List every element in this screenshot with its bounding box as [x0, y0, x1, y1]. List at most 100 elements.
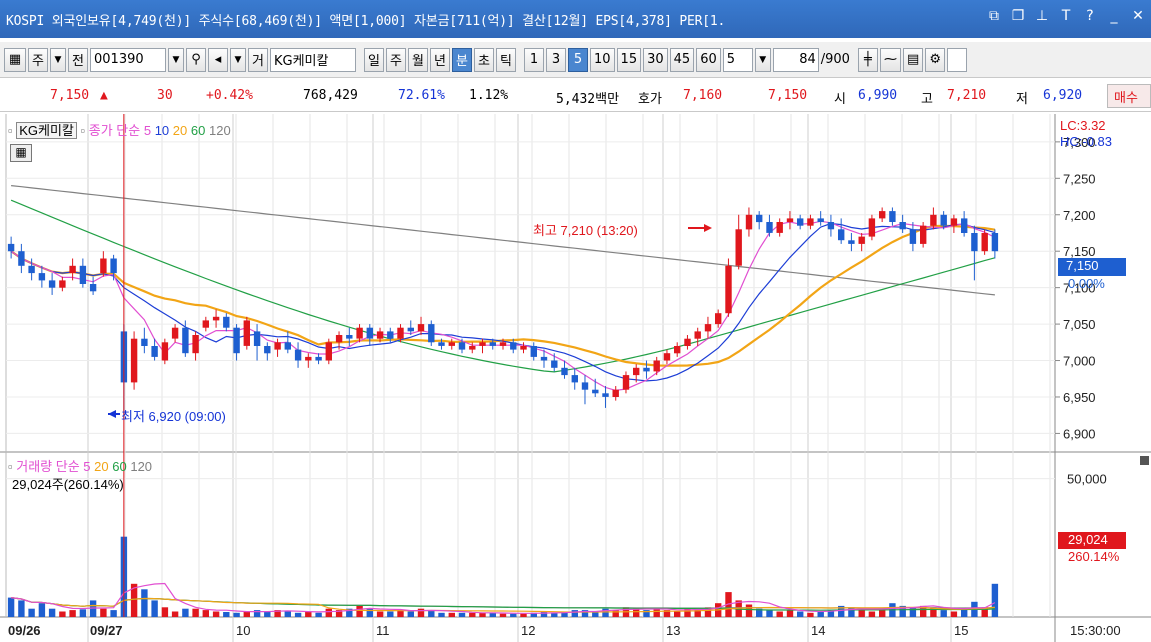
candle-body [18, 251, 25, 266]
period-week[interactable]: 주 [386, 47, 406, 72]
candle-body [950, 218, 958, 226]
volume-bar [868, 611, 876, 617]
candle-body [212, 316, 220, 321]
candle-body [151, 346, 158, 357]
volume-bar [745, 604, 753, 617]
candle-body [971, 233, 978, 252]
chart-area[interactable]: 7,300 7,250 7,200 7,150 7,100 7,050 7,000 6,950… [0, 114, 1151, 642]
volume-bar [294, 612, 302, 617]
candle-body [397, 327, 404, 339]
candle-body [735, 229, 742, 266]
candle-body [264, 346, 271, 354]
candle-body [540, 356, 548, 361]
interval-3[interactable]: 3 [546, 47, 566, 72]
volume-bar [69, 610, 76, 617]
hc-value: HC:-0.83 [1060, 134, 1113, 149]
interval-1[interactable]: 1 [524, 47, 544, 72]
candle-body [704, 324, 712, 332]
volume-bar [612, 610, 619, 617]
volume-bar [18, 600, 25, 617]
stock-name-field[interactable]: KG케미칼 [270, 47, 356, 72]
volume-ratio: 72.61% [398, 88, 445, 103]
stock-code-input[interactable]: 001390 [90, 47, 166, 72]
minimize-icon[interactable]: _ [1110, 8, 1118, 24]
chart-type-icon[interactable]: ╪ [857, 47, 878, 72]
window-controls: ⧉ ❐ ⊥ T ? _ ✕ [985, 8, 1147, 24]
help-icon[interactable]: ? [1086, 8, 1094, 24]
period-day[interactable]: 일 [364, 47, 384, 72]
candle-body [612, 389, 619, 397]
period-tick[interactable]: 틱 [496, 47, 516, 72]
candle-body [448, 342, 455, 346]
candle-body [571, 375, 578, 383]
checkbox-icon[interactable] [947, 47, 968, 72]
search-icon[interactable]: ⚲ [186, 47, 206, 72]
candle-body [991, 233, 999, 252]
period-month[interactable]: 월 [408, 47, 428, 72]
interval-45[interactable]: 45 [669, 47, 695, 72]
table-icon[interactable]: ▦ [10, 144, 32, 162]
sound-icon[interactable]: ◂ [208, 47, 228, 72]
candle-body [130, 338, 138, 383]
candle-body [253, 331, 261, 346]
current-volume-pct-tag: 260.14% [1068, 549, 1120, 564]
period-year[interactable]: 년 [430, 47, 450, 72]
all-button[interactable]: 전 [68, 47, 88, 72]
candle-body [827, 222, 835, 230]
volume-tick-label: 50,000 [1067, 472, 1107, 487]
interval-10[interactable]: 10 [590, 47, 615, 72]
candlestick-chart[interactable]: 7,300 7,250 7,200 7,150 7,100 7,050 7,000 6,950… [0, 114, 1151, 642]
volume-bar [540, 611, 548, 617]
sound-dropdown-icon[interactable]: ▼ [230, 47, 246, 72]
copy-icon[interactable]: ❐ [1011, 8, 1025, 24]
code-dropdown-icon[interactable]: ▼ [168, 47, 184, 72]
pin-icon[interactable]: ⊥ [1035, 8, 1049, 24]
close-icon[interactable]: ✕ [1132, 8, 1144, 24]
volume-bar [274, 610, 281, 617]
volume-bar [663, 610, 671, 617]
market-select[interactable]: 주 [28, 47, 48, 72]
period-minute[interactable]: 분 [452, 47, 472, 72]
volume-bar [653, 608, 660, 617]
volume-bar [848, 607, 855, 617]
interval-15[interactable]: 15 [616, 47, 642, 72]
candle-body [192, 335, 199, 354]
count-input[interactable]: 84 [772, 47, 819, 72]
candle-body [858, 236, 865, 244]
candle-body [510, 342, 517, 350]
volume-bar [510, 613, 517, 617]
volume-bar [581, 610, 589, 617]
indicator-icon[interactable]: ⁓ [879, 47, 901, 72]
restore-icon[interactable]: ⧉ [989, 8, 999, 24]
font-icon[interactable]: T [1061, 8, 1071, 24]
volume-bar [561, 612, 568, 617]
interval-30[interactable]: 30 [643, 47, 668, 72]
lc-value: LC:3.32 [1060, 118, 1106, 133]
interval-60[interactable]: 60 [696, 47, 721, 72]
layout-icon[interactable]: ▦ [4, 47, 26, 72]
interval-input[interactable]: 5 [722, 47, 753, 72]
period-second[interactable]: 초 [474, 47, 494, 72]
candle-body [940, 214, 947, 226]
candle-body [376, 331, 384, 339]
title-text: KOSPI 외국인보유[4,749(천)] 주식수[68,469(천)] 액면[… [6, 13, 726, 29]
candle-body [776, 222, 783, 233]
save-icon[interactable]: ▤ [902, 47, 924, 72]
volume-bar [551, 612, 558, 617]
volume-bar [346, 608, 353, 617]
volume-legend-ma20: 20 [94, 459, 109, 474]
candle-body [684, 338, 691, 346]
x-axis-label: 10 [236, 623, 250, 638]
interval-dropdown-icon[interactable]: ▼ [754, 47, 771, 72]
buy-button[interactable]: 매수 [1107, 84, 1151, 108]
market-dropdown-icon[interactable]: ▼ [50, 47, 66, 72]
volume-bar [520, 613, 527, 617]
ask-price-1: 7,160 [683, 88, 723, 103]
interval-5[interactable]: 5 [568, 47, 588, 72]
settings-icon[interactable]: ⚙ [925, 47, 946, 72]
volume-bar [909, 607, 917, 617]
volume-bar [858, 610, 865, 617]
volume-legend-name: 거래량 [16, 459, 53, 474]
volume-legend: ▫ 거래량 단순 5 20 60 120 [8, 459, 153, 474]
volume-current-label: 29,024주(260.14%) [12, 477, 124, 492]
